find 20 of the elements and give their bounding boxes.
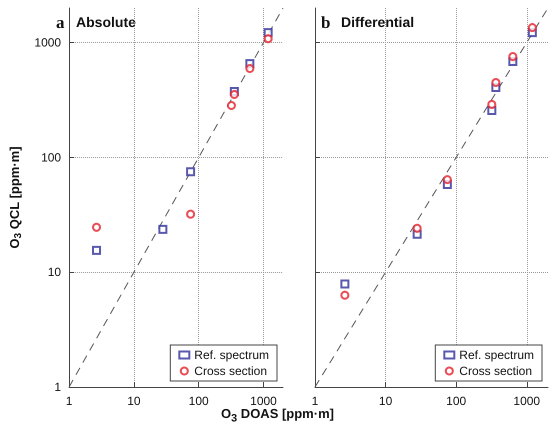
chart-title: b Differential <box>321 13 414 32</box>
y-tick-label: 1 <box>54 380 62 394</box>
y-axis-title: O3 QCL [ppm·m] <box>7 146 24 249</box>
x-tick-label: 10 <box>378 394 393 408</box>
x-tick-label: 100 <box>446 394 466 408</box>
x-tick-label: 1000 <box>250 394 278 408</box>
legend-label: Cross section <box>459 364 532 378</box>
legend-label: Cross section <box>194 364 268 378</box>
x-tick-label: 1 <box>312 394 319 408</box>
x-tick-label: 100 <box>188 394 210 408</box>
legend-label: Ref. spectrum <box>194 348 270 362</box>
chart-title: a Absolute <box>56 13 136 32</box>
y-tick-label: 100 <box>41 150 62 164</box>
y-tick-label: 1000 <box>34 36 62 50</box>
x-tick-label: 10 <box>127 394 141 408</box>
x-axis-title: O$_{3}$ DOAS [ppm·m] <box>221 406 334 425</box>
legend-label: Ref. spectrum <box>459 348 534 362</box>
x-tick-label: 1 <box>66 394 73 408</box>
x-tick-label: 1000 <box>513 394 540 408</box>
y-tick-label: 10 <box>48 265 62 280</box>
